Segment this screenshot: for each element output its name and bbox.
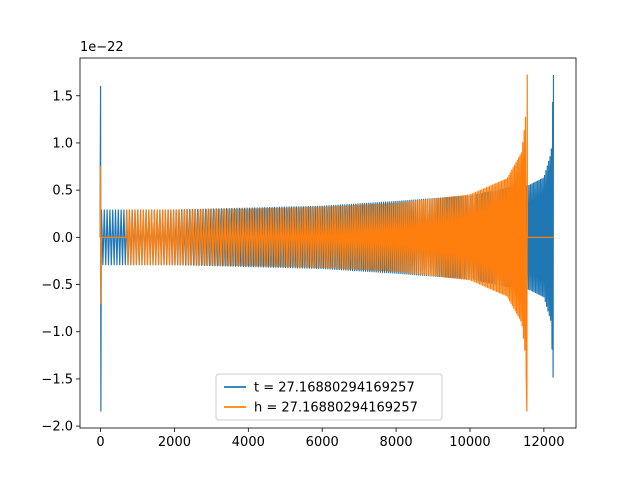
series-h	[99, 74, 554, 412]
x-axis: 0 2000 4000 6000 8000 10000 12000	[96, 428, 565, 450]
legend-label: h = 27.16880294169257	[254, 401, 418, 416]
y-offset-label: 1e−22	[80, 40, 124, 55]
x-tick-label: 2000	[158, 435, 191, 450]
legend: t = 27.16880294169257 h = 27.168802941692…	[215, 373, 443, 421]
y-tick-label: 0.5	[52, 184, 73, 199]
y-tick-label: −0.5	[41, 278, 73, 293]
y-axis: 1.5 1.0 0.5 0.0 −0.5 −1.0 −1.5 −2.0	[41, 89, 80, 435]
y-tick-label: −1.0	[41, 325, 73, 340]
x-tick-label: 8000	[380, 435, 413, 450]
x-tick-label: 4000	[232, 435, 265, 450]
y-tick-label: 1.5	[52, 89, 73, 104]
axes-frame	[79, 57, 577, 429]
x-tick-label: 10000	[449, 435, 490, 450]
legend-box	[215, 373, 443, 421]
y-tick-label: 0.0	[52, 231, 73, 246]
y-tick-label: −1.5	[41, 372, 73, 387]
series-layer	[99, 74, 555, 412]
y-tick-label: −2.0	[41, 420, 73, 435]
y-tick-label: 1.0	[52, 136, 73, 151]
x-tick-label: 0	[96, 435, 104, 450]
x-tick-label: 6000	[306, 435, 339, 450]
series-line	[99, 74, 554, 412]
legend-label: t = 27.16880294169257	[254, 381, 415, 396]
x-tick-label: 12000	[523, 435, 564, 450]
